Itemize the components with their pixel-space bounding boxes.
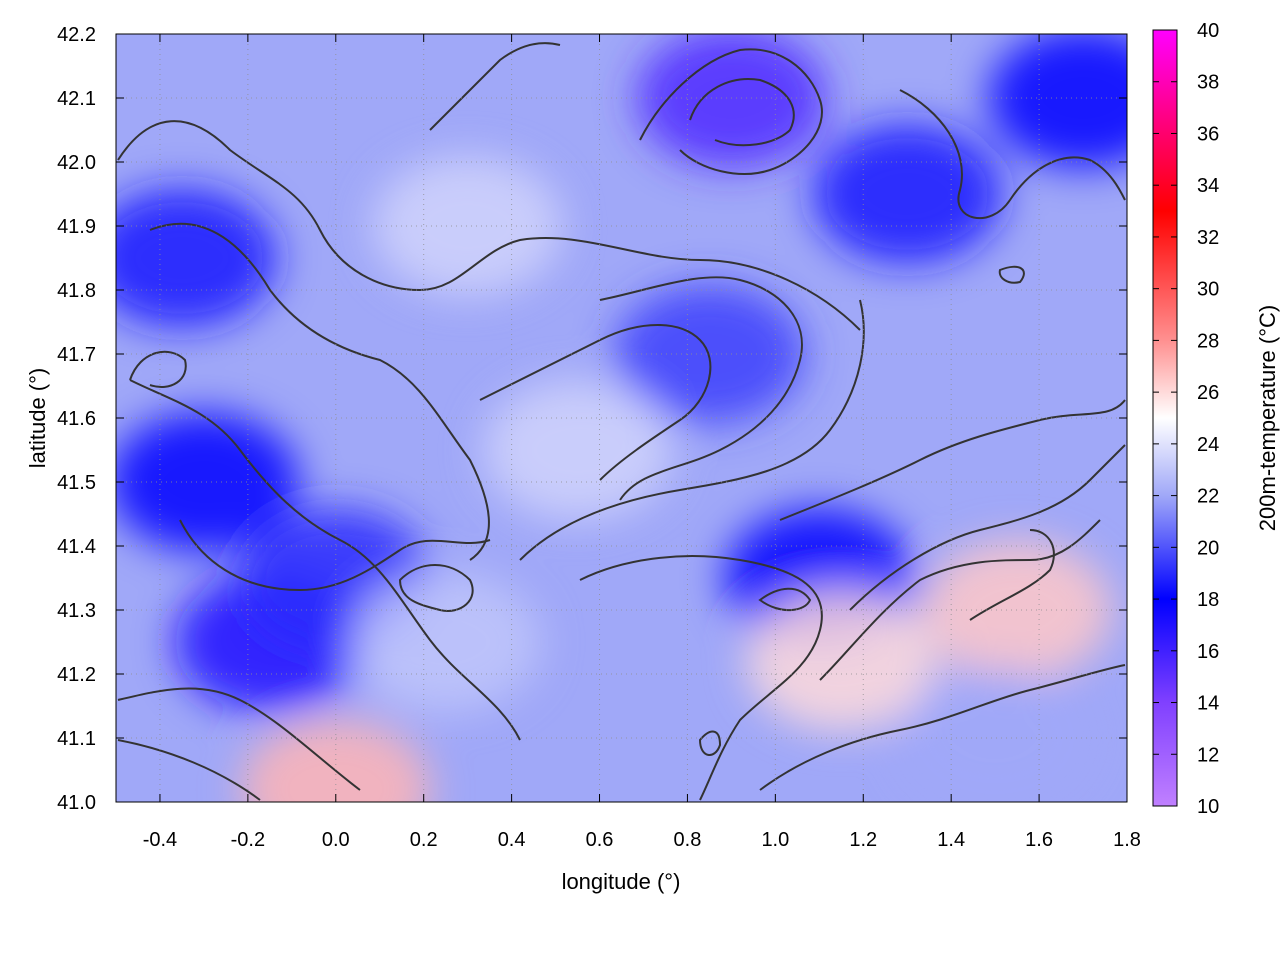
colorbar: 10 12 14 16 18 20 22 24 26 28 30 32 34 36 38 40 200m-te… xyxy=(1152,20,1280,818)
y-tick-label: 41.0 xyxy=(57,792,96,814)
colorbar-scale xyxy=(1152,29,1178,807)
heatmap-region xyxy=(116,188,277,328)
contour-line xyxy=(117,739,261,801)
contour-line xyxy=(117,120,861,331)
contour-line xyxy=(758,587,812,612)
contour-lines xyxy=(117,42,1126,801)
x-tick-label: 1.8 xyxy=(1113,829,1141,851)
plot-area xyxy=(115,33,1128,803)
colorbar-tick-labels: 10 12 14 16 18 20 22 24 26 28 30 32 34 36 38 40 xyxy=(1197,20,1219,818)
colorbar-tick-marks xyxy=(1153,29,1177,807)
x-tick-label: 0.6 xyxy=(586,829,614,851)
y-tick-label: 41.1 xyxy=(57,728,96,750)
contour-line xyxy=(179,519,491,592)
contour-line xyxy=(819,519,1101,681)
colorbar-tick-label: 40 xyxy=(1197,20,1219,42)
y-tick-label: 41.8 xyxy=(57,280,96,302)
heatmap-blobs xyxy=(116,34,1127,802)
contour-line xyxy=(698,730,722,756)
contour-line xyxy=(899,89,1126,219)
x-tick-label: -0.2 xyxy=(231,829,265,851)
y-axis-label: latitude (°) xyxy=(25,368,50,469)
heatmap-region xyxy=(240,719,431,802)
heatmap-region xyxy=(482,380,673,520)
y-tick-label: 42.2 xyxy=(57,24,96,46)
heatmap-region xyxy=(116,412,299,552)
colorbar-tick-label: 18 xyxy=(1197,589,1219,611)
heatmap-region xyxy=(636,34,827,168)
colorbar-label: 200m-temperature (°C) xyxy=(1255,305,1280,531)
contour-line xyxy=(969,529,1055,621)
contour-line xyxy=(579,555,823,801)
x-tick-label: 0.4 xyxy=(498,829,526,851)
colorbar-tick-label: 14 xyxy=(1197,693,1219,715)
contour-line xyxy=(429,42,561,131)
y-tick-label: 41.9 xyxy=(57,216,96,238)
contour-line xyxy=(849,444,1126,611)
colorbar-tick-label: 38 xyxy=(1197,72,1219,94)
contour-line xyxy=(639,48,823,175)
y-tick-label: 41.4 xyxy=(57,536,96,558)
x-tick-label: 0.0 xyxy=(322,829,350,851)
heatmap-region xyxy=(988,34,1127,168)
y-tick-label: 41.5 xyxy=(57,472,96,494)
heatmap-region xyxy=(922,540,1113,680)
x-tick-label: 1.6 xyxy=(1025,829,1053,851)
colorbar-tick-label: 20 xyxy=(1197,537,1219,559)
x-tick-labels: -0.4 -0.2 0.0 0.2 0.4 0.6 0.8 1.0 1.2 1.4 1.6 1.8 xyxy=(143,829,1141,851)
colorbar-tick-label: 34 xyxy=(1197,175,1219,197)
colorbar-tick-label: 32 xyxy=(1197,227,1219,249)
x-tick-label: -0.4 xyxy=(143,829,177,851)
colorbar-tick-label: 26 xyxy=(1197,382,1219,404)
colorbar-tick-label: 22 xyxy=(1197,486,1219,508)
x-axis-label: longitude (°) xyxy=(562,869,681,894)
heatmap-region xyxy=(350,572,541,712)
heatmap-region xyxy=(372,156,563,296)
contour-line xyxy=(398,564,474,612)
colorbar-tick-label: 24 xyxy=(1197,434,1219,456)
contour-line xyxy=(998,265,1025,284)
contour-line xyxy=(149,222,490,561)
heatmap-region xyxy=(812,124,1003,264)
colorbar-tick-label: 12 xyxy=(1197,744,1219,766)
contour-line xyxy=(779,399,1126,521)
colorbar-tick-label: 36 xyxy=(1197,123,1219,145)
colorbar-tick-label: 10 xyxy=(1197,796,1219,818)
x-tick-label: 0.8 xyxy=(674,829,702,851)
y-tick-label: 41.6 xyxy=(57,408,96,430)
heatmap-region xyxy=(746,591,937,732)
x-tick-label: 0.2 xyxy=(410,829,438,851)
y-tick-label: 42.0 xyxy=(57,152,96,174)
x-tick-label: 1.4 xyxy=(937,829,965,851)
colorbar-tick-label: 28 xyxy=(1197,330,1219,352)
heatmap-layer xyxy=(116,34,1127,802)
plot-frame xyxy=(115,33,1128,803)
contour-line xyxy=(689,78,795,147)
y-tick-label: 41.7 xyxy=(57,344,96,366)
contour-line xyxy=(129,350,187,388)
y-tick-label: 42.1 xyxy=(57,88,96,110)
contour-line xyxy=(759,664,1126,791)
contour-line xyxy=(479,324,712,481)
colorbar-tick-label: 30 xyxy=(1197,279,1219,301)
y-tick-label: 41.3 xyxy=(57,600,96,622)
y-tick-label: 41.2 xyxy=(57,664,96,686)
contour-line xyxy=(519,299,865,561)
x-tick-label: 1.2 xyxy=(849,829,877,851)
x-tick-label: 1.0 xyxy=(761,829,789,851)
colorbar-tick-label: 16 xyxy=(1197,641,1219,663)
heatmap-region xyxy=(900,668,1091,802)
contour-line xyxy=(599,276,803,501)
y-tick-labels: 41.0 41.1 41.2 41.3 41.4 41.5 41.6 41.7 41.8 41.9… xyxy=(57,24,96,814)
contour-line xyxy=(117,687,361,791)
contour-line xyxy=(129,379,521,741)
